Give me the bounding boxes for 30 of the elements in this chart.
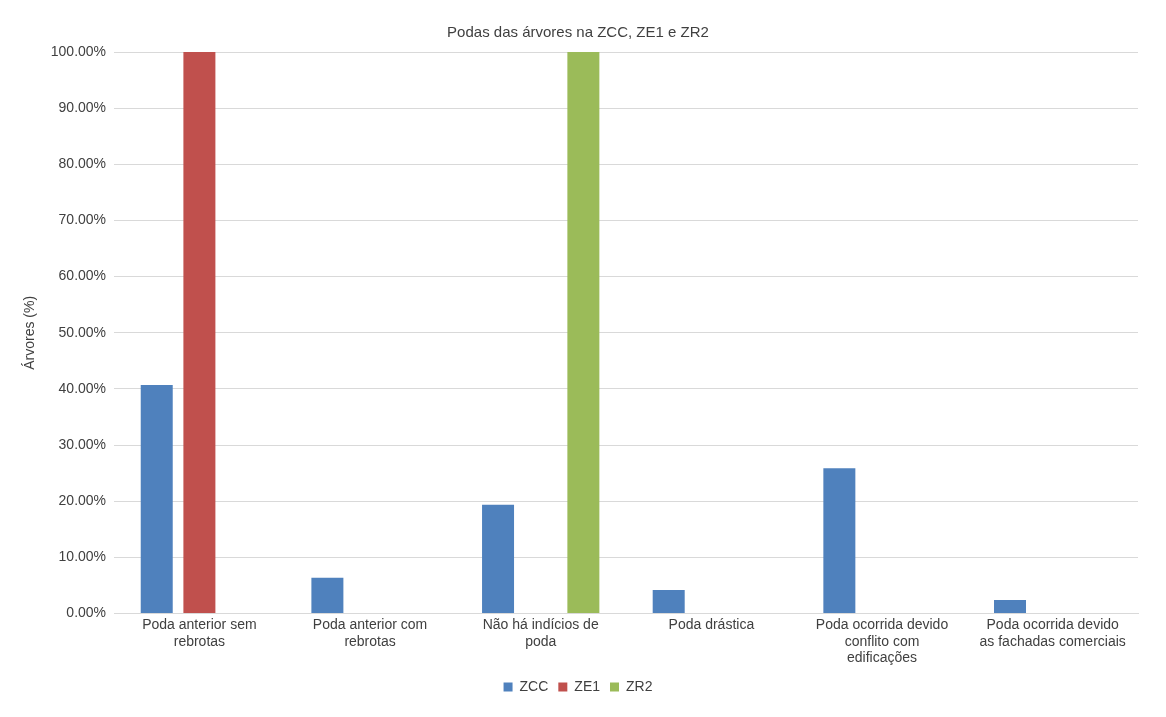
y-axis-title: Árvores (%) <box>21 295 38 370</box>
y-tick-label: 60.00% <box>58 267 107 284</box>
y-tick-label: 30.00% <box>58 435 107 452</box>
x-tick-label: Não há indícios de poda <box>482 615 599 649</box>
y-tick-label: 90.00% <box>58 99 107 116</box>
y-tick-label: 40.00% <box>58 379 107 396</box>
x-tick-label: Poda ocorrida devido conflito com edificações <box>815 615 949 666</box>
y-tick-label: 0.00% <box>66 604 107 621</box>
x-tick-label: Poda anterior com rebrotas <box>312 615 428 649</box>
bar <box>140 385 173 614</box>
bar <box>482 504 515 614</box>
bar <box>823 468 856 614</box>
y-tick-label: 50.00% <box>58 323 107 340</box>
bar <box>311 577 344 614</box>
legend-label: ZE1 <box>574 677 601 694</box>
y-tick-label: 10.00% <box>58 548 107 565</box>
y-tick-label: 70.00% <box>58 211 107 228</box>
y-tick-label: 100.00% <box>50 42 107 59</box>
bar <box>183 52 216 614</box>
legend-label: ZCC <box>519 677 549 694</box>
x-tick-label: Poda ocorrida devido as fachadas comerciais <box>979 615 1126 649</box>
x-tick-label: Poda drástica <box>668 615 755 632</box>
x-tick-label: Poda anterior sem rebrotas <box>142 615 257 649</box>
bar <box>652 590 685 614</box>
y-tick-label: 20.00% <box>58 492 107 509</box>
legend-label: ZR2 <box>626 677 653 694</box>
chart-title: Podas das árvores na ZCC, ZE1 e ZR2 <box>447 23 709 41</box>
y-tick-label: 80.00% <box>58 155 107 172</box>
bar <box>567 52 600 614</box>
bar <box>994 600 1027 614</box>
